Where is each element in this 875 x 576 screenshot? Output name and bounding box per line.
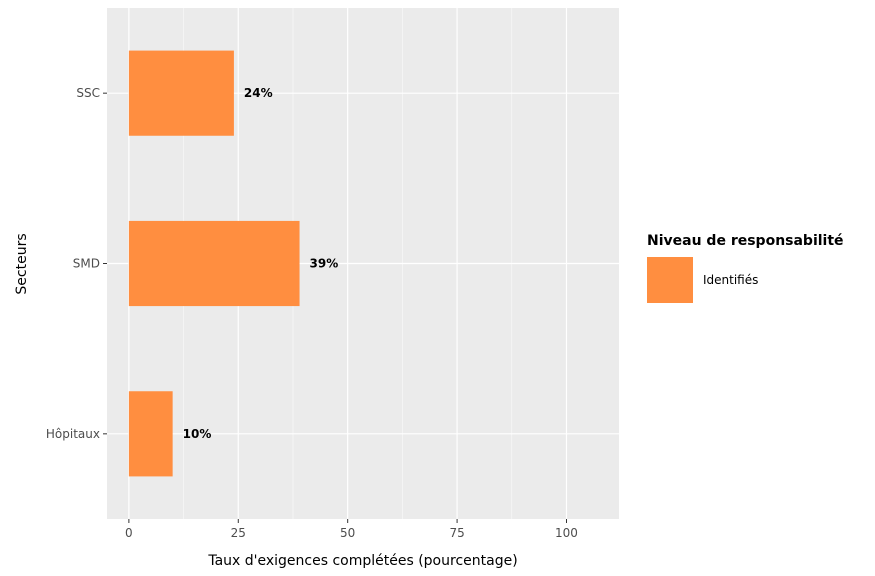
x-tick-label: 75 [449,526,464,540]
data-label-hopitaux: 10% [183,427,212,441]
bars [128,50,300,477]
data-label-smd: 39% [310,257,339,271]
data-labels: 24% 39% 10% [183,86,339,441]
x-tick-label: 0 [125,526,133,540]
x-tick-label: 25 [231,526,246,540]
y-axis: SSC SMD Hôpitaux [46,86,107,441]
legend: Niveau de responsabilité Identifiés [647,233,844,303]
y-tick-label-hopitaux: Hôpitaux [46,427,100,441]
data-label-ssc: 24% [244,86,273,100]
bar-smd [128,220,300,307]
y-axis-title: Secteurs [14,233,30,294]
legend-title: Niveau de responsabilité [647,233,844,249]
bar-ssc [128,50,234,136]
y-tick-label-smd: SMD [73,257,100,271]
legend-label-identifies: Identifiés [703,273,758,287]
x-tick-label: 100 [555,526,578,540]
bar-hopitaux [128,391,173,477]
x-axis-title: Taux d'exigences complétées (pourcentage… [207,553,517,569]
x-axis: 0 25 50 75 100 [125,519,578,540]
x-tick-label: 50 [340,526,355,540]
y-tick-label-ssc: SSC [76,86,100,100]
legend-key-identifies [647,257,693,303]
